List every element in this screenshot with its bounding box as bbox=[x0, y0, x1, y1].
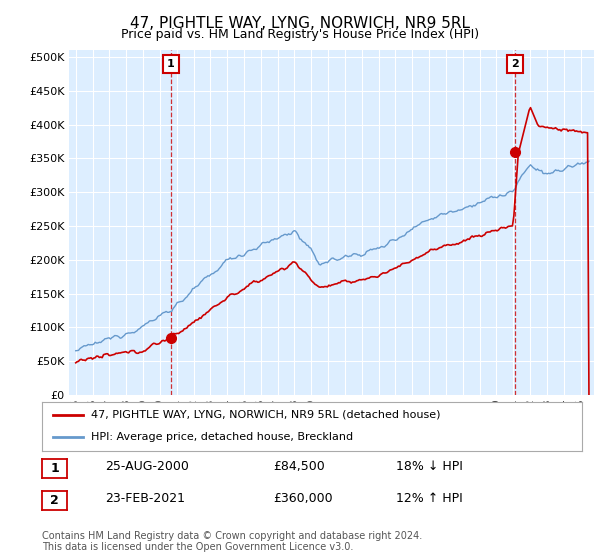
Text: 2: 2 bbox=[511, 59, 519, 69]
Text: HPI: Average price, detached house, Breckland: HPI: Average price, detached house, Brec… bbox=[91, 432, 353, 442]
Text: 23-FEB-2021: 23-FEB-2021 bbox=[105, 492, 185, 505]
Text: Price paid vs. HM Land Registry's House Price Index (HPI): Price paid vs. HM Land Registry's House … bbox=[121, 28, 479, 41]
Text: 47, PIGHTLE WAY, LYNG, NORWICH, NR9 5RL: 47, PIGHTLE WAY, LYNG, NORWICH, NR9 5RL bbox=[130, 16, 470, 31]
Text: 12% ↑ HPI: 12% ↑ HPI bbox=[396, 492, 463, 505]
Text: 1: 1 bbox=[167, 59, 175, 69]
Text: 2: 2 bbox=[50, 494, 59, 507]
Text: £84,500: £84,500 bbox=[273, 460, 325, 473]
Text: 25-AUG-2000: 25-AUG-2000 bbox=[105, 460, 189, 473]
Text: Contains HM Land Registry data © Crown copyright and database right 2024.
This d: Contains HM Land Registry data © Crown c… bbox=[42, 531, 422, 553]
Text: 18% ↓ HPI: 18% ↓ HPI bbox=[396, 460, 463, 473]
Text: 1: 1 bbox=[50, 462, 59, 475]
Text: 47, PIGHTLE WAY, LYNG, NORWICH, NR9 5RL (detached house): 47, PIGHTLE WAY, LYNG, NORWICH, NR9 5RL … bbox=[91, 410, 440, 420]
Text: £360,000: £360,000 bbox=[273, 492, 332, 505]
